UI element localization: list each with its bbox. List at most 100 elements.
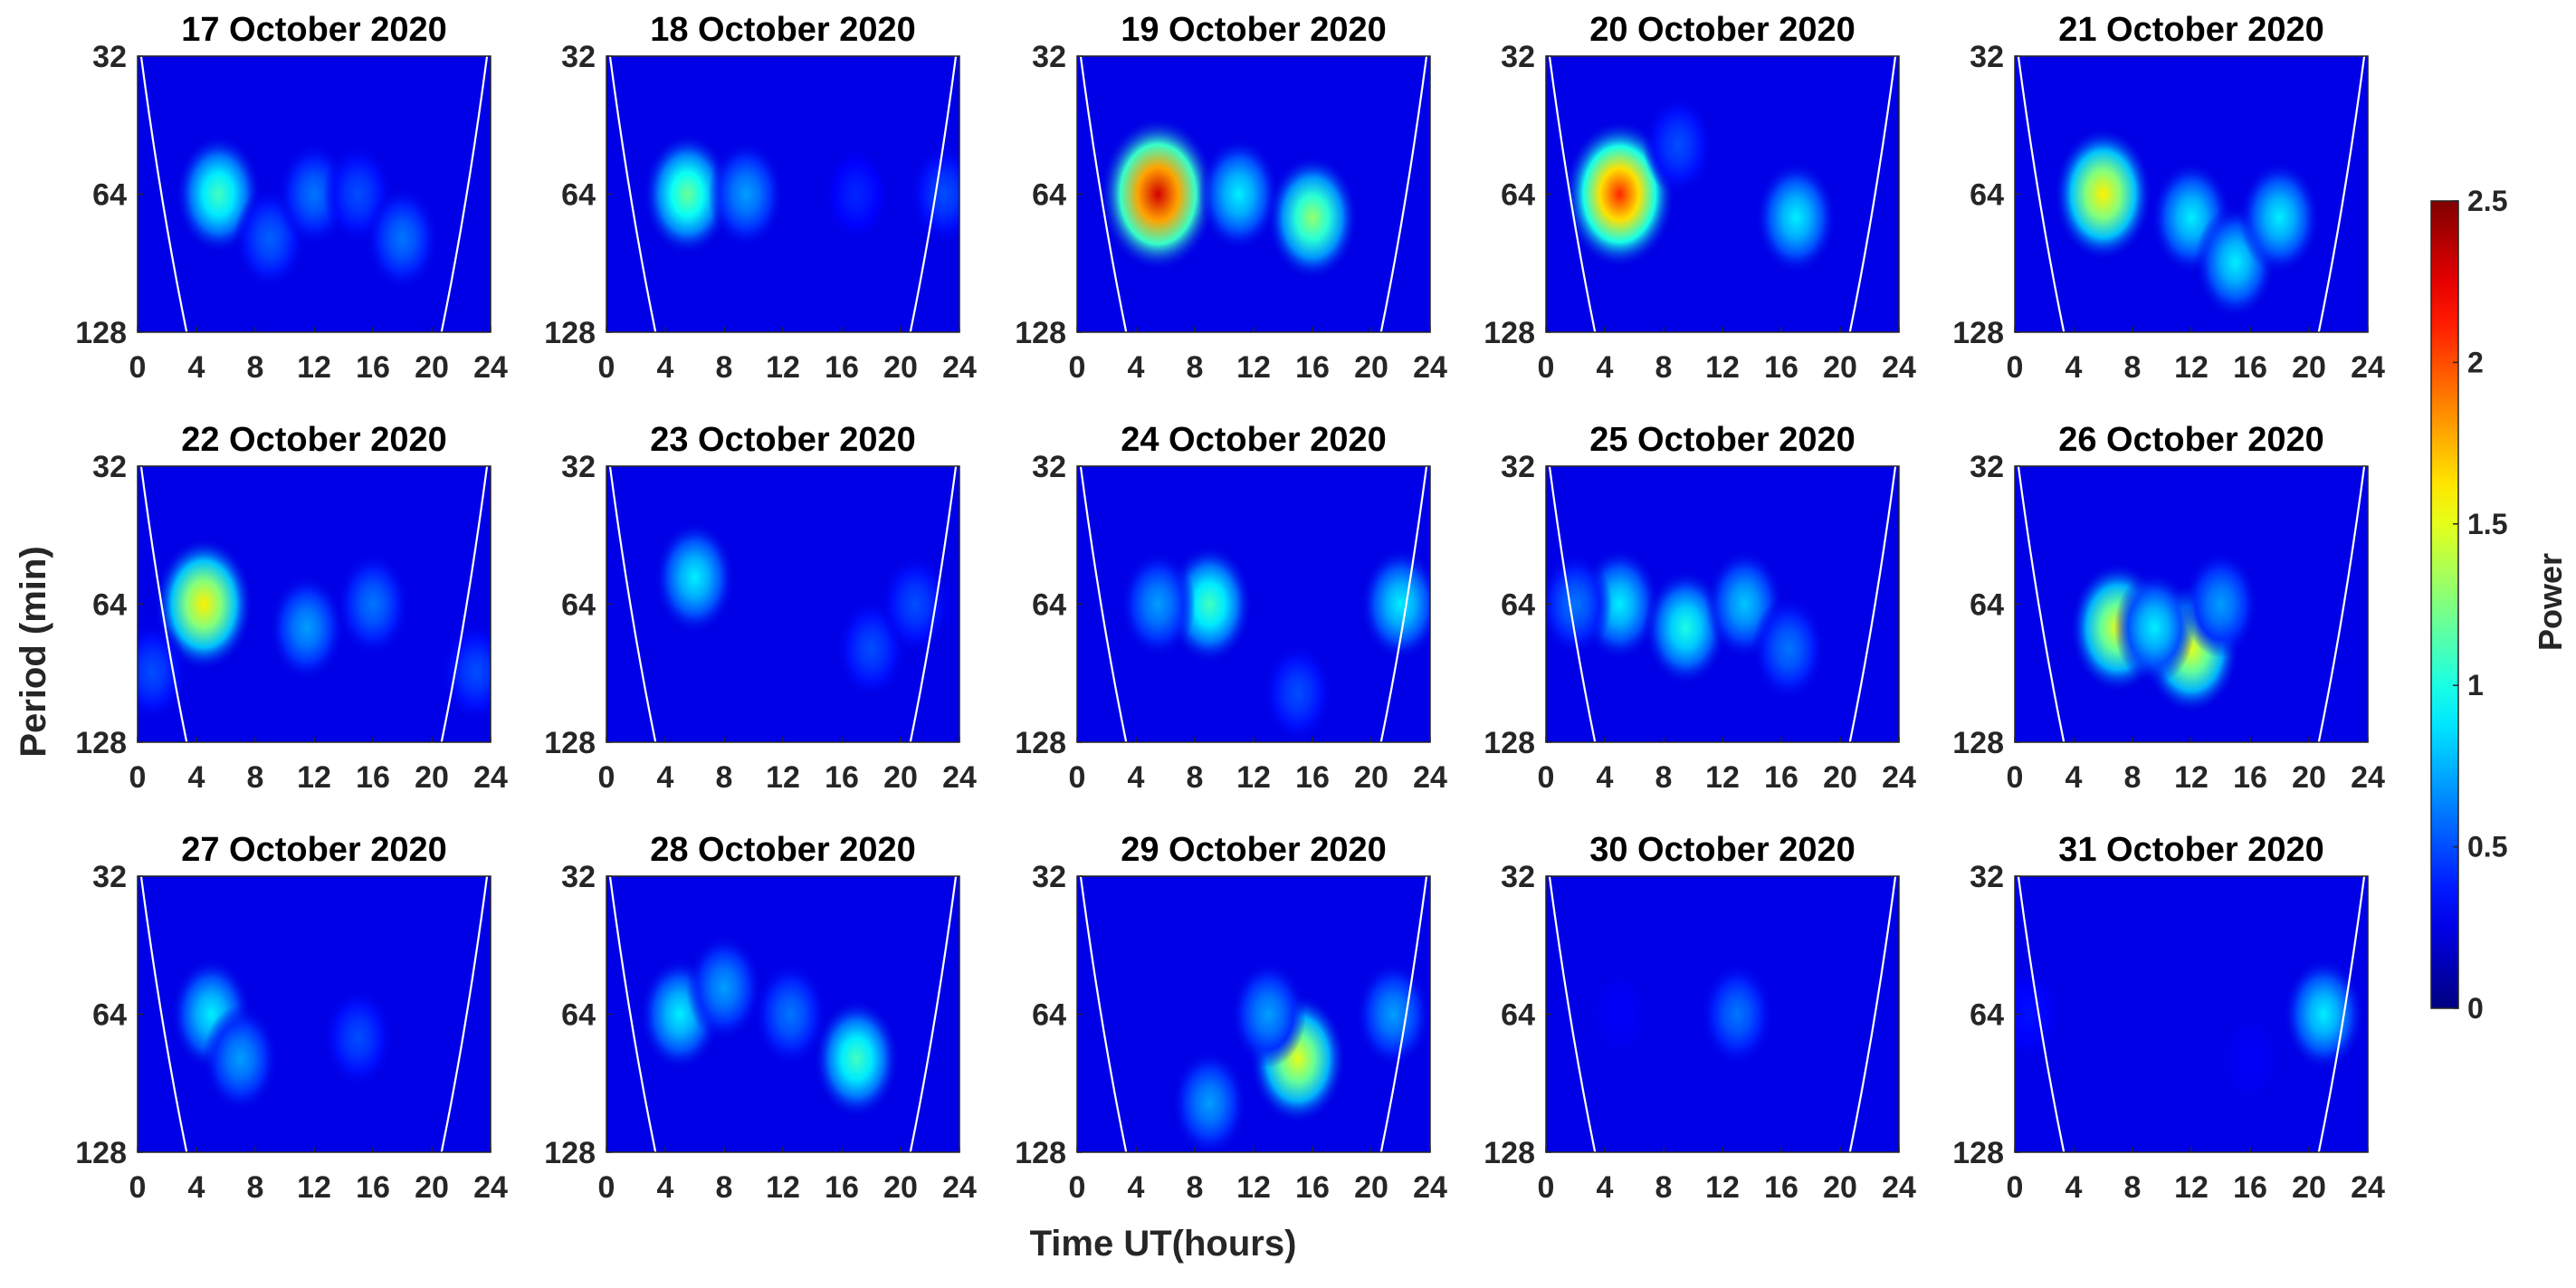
power-peak [813,998,900,1119]
x-tick-label: 0 [129,1170,147,1205]
cone-of-influence-right [1848,466,1897,742]
y-tick-label: 32 [1032,450,1066,484]
y-tick-label: 32 [1032,40,1066,74]
panel-title: 27 October 2020 [181,831,447,869]
power-peak [1266,155,1359,281]
x-tick-label: 12 [2174,760,2209,795]
cone-of-influence-left [2017,466,2066,742]
power-peak [1700,961,1774,1067]
cone-of-influence-left [1079,876,1128,1152]
x-tick-label: 24 [1882,350,1916,385]
cone-of-influence-left [608,56,657,332]
panel-title: 29 October 2020 [1121,831,1387,869]
y-tick-label: 64 [1970,178,2004,213]
cone-of-influence-left [139,56,188,332]
y-tick-label: 64 [1501,998,1535,1033]
power-peak [686,933,762,1042]
panel-title: 24 October 2020 [1121,421,1387,459]
y-tick-label: 64 [1032,178,1066,213]
y-tick-label: 64 [1032,588,1066,623]
panel-title: 19 October 2020 [1121,11,1387,49]
y-tick-label: 64 [1970,588,2004,623]
cone-of-influence-right [2317,876,2366,1152]
power-peak [643,133,732,255]
x-tick-label: 4 [657,350,674,385]
x-tick-label: 12 [766,1170,800,1205]
colorbar-tick-label: 1 [2467,669,2484,701]
x-tick-label: 12 [297,1170,331,1205]
power-peak [154,537,253,672]
power-peak [1360,548,1430,661]
power-peak [440,621,491,723]
panel: 27 October 2020 0 4 8 12 16 20 24 32 64 128 [75,831,508,1205]
x-tick-label: 16 [1295,760,1330,795]
x-tick-label: 0 [598,760,615,795]
colorbar-gradient [2431,201,2458,1008]
power-peak [1751,596,1826,701]
power-peak [138,621,188,723]
power-peak [753,961,827,1067]
cone-of-influence-left [139,876,188,1152]
y-tick-label: 32 [561,860,596,894]
x-tick-label: 24 [1413,760,1447,795]
y-tick-label: 64 [92,178,127,213]
y-tick-label: 128 [544,1136,596,1170]
y-tick-label: 32 [92,450,127,484]
x-tick-label: 16 [2233,350,2267,385]
cone-of-influence-left [1548,466,1597,742]
x-tick-label: 4 [657,760,674,795]
power-peak [366,186,439,291]
y-tick-label: 32 [1970,450,2004,484]
x-tick-label: 20 [883,1170,918,1205]
colorbar-tick-label: 0 [2467,992,2484,1025]
x-tick-label: 24 [1413,350,1447,385]
y-tick-label: 64 [1501,178,1535,213]
x-tick-label: 8 [2124,350,2142,385]
power-peak [654,520,736,634]
y-tick-label: 64 [92,998,127,1033]
x-tick-label: 8 [716,760,733,795]
y-tick-label: 32 [1970,860,2004,894]
x-tick-label: 16 [1295,350,1330,385]
x-tick-label: 20 [1823,1170,1857,1205]
x-tick-label: 16 [825,760,859,795]
panel-title: 23 October 2020 [650,421,916,459]
y-tick-label: 128 [1015,726,1066,760]
x-tick-label: 16 [2233,760,2267,795]
power-peak [2054,127,2152,262]
x-tick-label: 0 [129,350,147,385]
panel: 18 October 2020 0 4 8 12 16 20 24 32 64 128 [544,11,977,385]
power-peak [2217,1010,2284,1107]
panel-title: 28 October 2020 [650,831,916,869]
panel: 30 October 2020 0 4 8 12 16 20 24 32 64 128 [1484,831,1916,1205]
x-tick-label: 8 [247,760,264,795]
cone-of-influence-right [1379,876,1428,1152]
y-tick-label: 32 [92,860,127,894]
x-tick-label: 12 [766,760,800,795]
x-tick-label: 4 [2066,760,2083,795]
x-tick-label: 12 [1705,760,1740,795]
x-tick-label: 12 [766,350,800,385]
power-peak [269,574,345,682]
y-tick-label: 128 [544,726,596,760]
x-tick-label: 20 [1823,760,1857,795]
y-tick-label: 128 [1952,316,2004,350]
power-peak [1355,960,1430,1068]
y-tick-label: 64 [561,998,596,1033]
x-tick-label: 0 [1538,350,1555,385]
x-tick-label: 4 [1128,350,1145,385]
power-peak [202,1005,279,1112]
x-tick-label: 4 [188,760,205,795]
x-tick-label: 8 [716,350,733,385]
cone-of-influence-right [1848,876,1897,1152]
colorbar-tick-label: 0.5 [2467,831,2507,863]
panel-title: 22 October 2020 [181,421,447,459]
colorbar: 0 0.5 1 1.5 2 2.5 [2430,185,2507,1025]
power-peak [2015,965,2064,1064]
y-tick-label: 64 [1501,588,1535,623]
x-tick-label: 8 [1655,760,1673,795]
x-tick-label: 16 [2233,1170,2267,1205]
y-axis-label: Period (min) [14,546,53,757]
panel: 24 October 2020 0 4 8 12 16 20 24 32 64 128 [1015,421,1447,795]
